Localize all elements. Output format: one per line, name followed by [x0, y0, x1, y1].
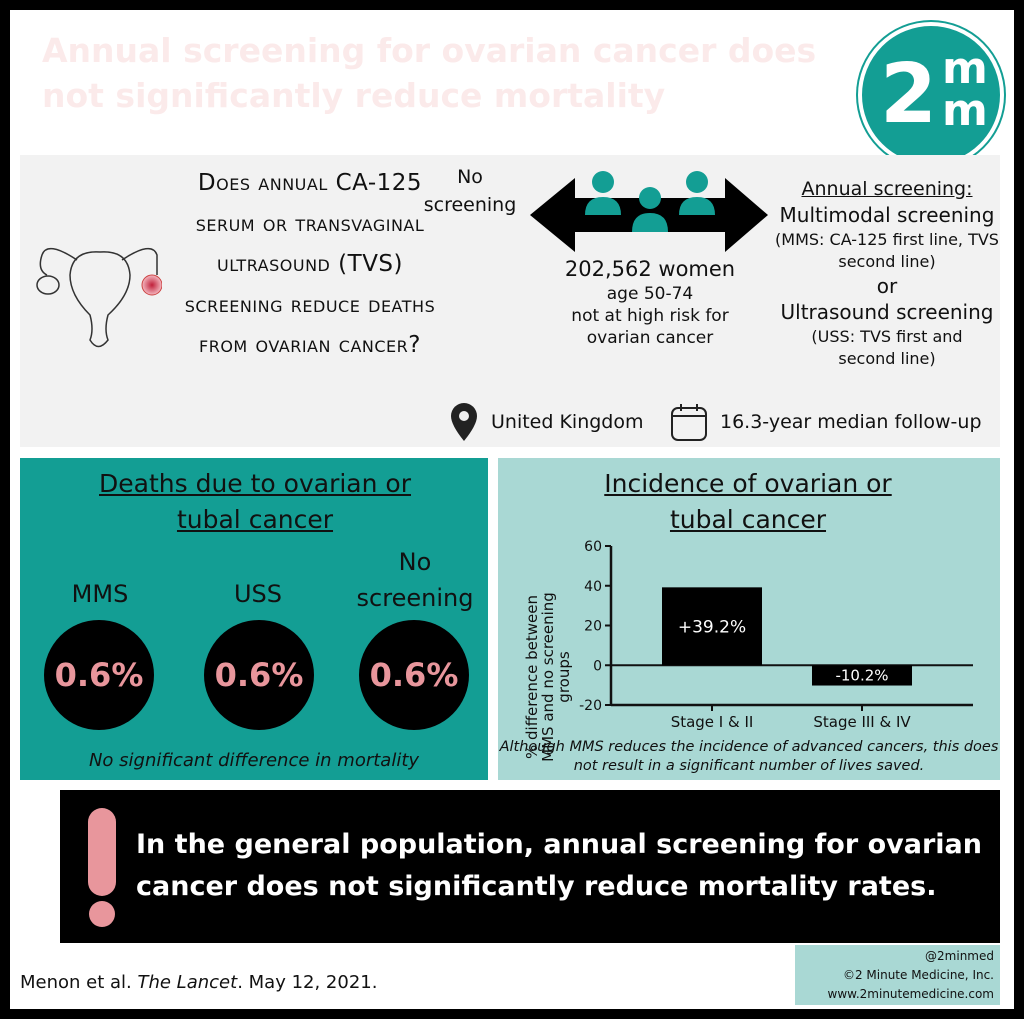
y-tick-label: -20: [579, 698, 602, 714]
group-label: MMS: [71, 580, 129, 608]
study-question: Does annual CA-125 serum or transvaginal…: [184, 170, 436, 358]
citation: Menon et al. The Lancet. May 12, 2021.: [20, 972, 377, 993]
x-tick-label: Stage III & IV: [813, 713, 911, 731]
mms-label: Multimodal screening: [779, 203, 995, 227]
mortality-no-screening: 0.6%: [359, 620, 469, 730]
group-label: No screening: [356, 548, 474, 612]
y-tick-label: 20: [584, 619, 602, 635]
uss-label: Ultrasound screening: [780, 300, 994, 324]
uss-detail: (USS: TVS first and second line): [811, 327, 963, 368]
conclusion: In the general population, annual screen…: [136, 829, 982, 902]
data-label: +39.2%: [678, 617, 746, 637]
uterus-icon: [36, 247, 162, 348]
population: 202,562 women age 50-74 not at high risk…: [555, 255, 745, 349]
logo-m: m: [942, 43, 988, 94]
y-tick-label: 0: [593, 658, 602, 674]
deaths-panel: Deaths due to ovarian or tubal cancer MM…: [20, 458, 488, 780]
annual-screening: Annual screening: Multimodal screening (…: [772, 177, 1002, 370]
citation-journal: The Lancet: [137, 972, 238, 993]
bar: [662, 587, 762, 666]
annual-heading: Annual screening:: [801, 178, 973, 200]
logo-2: 2: [880, 47, 938, 142]
credit-box: @2minmed ©2 Minute Medicine, Inc. www.2m…: [795, 945, 1000, 1005]
credit-company: ©2 Minute Medicine, Inc.: [842, 968, 994, 982]
credit-url[interactable]: www.2minutemedicine.com: [827, 987, 995, 1001]
or-label: or: [876, 274, 898, 298]
population-age: age 50-74: [606, 284, 694, 304]
2mm-logo: 2 m m: [858, 22, 1004, 168]
group-label: USS: [233, 580, 283, 608]
population-count: 202,562 women: [564, 257, 736, 281]
deaths-note: No significant difference in mortality: [88, 750, 420, 771]
location-pin-icon: [451, 403, 477, 441]
citation-date: . May 12, 2021.: [237, 972, 378, 993]
mortality-mms: 0.6%: [44, 620, 154, 730]
deaths-heading: Deaths due to ovarian or tubal cancer: [99, 469, 411, 534]
logo-m: m: [942, 85, 988, 136]
y-tick-label: 60: [584, 539, 602, 555]
mortality-uss: 0.6%: [204, 620, 314, 730]
incidence-panel: Incidence of ovarian or tubal cancer % d…: [498, 458, 1000, 780]
calendar-icon: [671, 404, 707, 441]
x-tick-label: Stage I & II: [671, 713, 754, 731]
mms-detail: (MMS: CA-125 first line, TVS second line…: [775, 230, 999, 271]
followup: 16.3-year median follow-up: [720, 411, 982, 433]
data-label: -10.2%: [835, 666, 888, 684]
chart-title: Incidence of ovarian or tubal cancer: [604, 469, 892, 534]
population-risk: not at high risk for ovarian cancer: [571, 306, 729, 348]
conclusion-box: In the general population, annual screen…: [60, 790, 1000, 943]
page-title: Annual screening for ovarian cancer does…: [42, 31, 817, 115]
credit-handle: @2minmed: [925, 949, 994, 963]
citation-authors: Menon et al.: [20, 972, 138, 993]
y-tick-label: 40: [584, 579, 602, 595]
location: United Kingdom: [491, 411, 644, 433]
no-screening-label: No screening: [423, 166, 517, 216]
bar: [812, 665, 912, 686]
incidence-chart: 60 40 20 0 -20 Stage I & II +39.2% Stage III & …: [579, 539, 973, 731]
exclamation-icon: [88, 808, 116, 927]
chart-note: Although MMS reduces the incidence of ad…: [499, 739, 999, 774]
arrow-people-icon: [530, 171, 768, 252]
study-panel: Does annual CA-125 serum or transvaginal…: [20, 155, 1000, 447]
